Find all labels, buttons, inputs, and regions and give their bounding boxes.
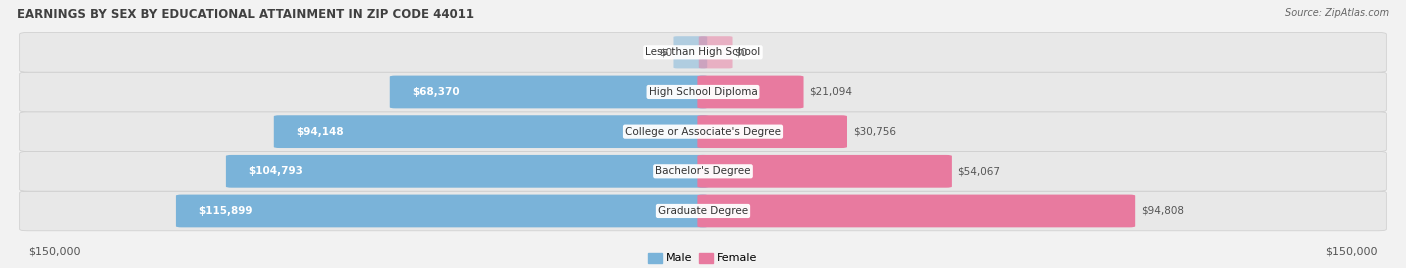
FancyBboxPatch shape (697, 115, 846, 148)
Text: $150,000: $150,000 (1326, 247, 1378, 257)
Text: $30,756: $30,756 (852, 127, 896, 137)
Text: $104,793: $104,793 (249, 166, 304, 176)
Text: $115,899: $115,899 (198, 206, 253, 216)
Legend: Male, Female: Male, Female (644, 248, 762, 268)
FancyBboxPatch shape (20, 191, 1386, 231)
FancyBboxPatch shape (226, 155, 709, 188)
FancyBboxPatch shape (697, 155, 952, 188)
Text: $0: $0 (734, 47, 747, 57)
Text: High School Diploma: High School Diploma (648, 87, 758, 97)
Text: $94,148: $94,148 (297, 127, 344, 137)
Text: $150,000: $150,000 (28, 247, 80, 257)
FancyBboxPatch shape (20, 112, 1386, 151)
FancyBboxPatch shape (274, 115, 709, 148)
Text: Bachelor's Degree: Bachelor's Degree (655, 166, 751, 176)
FancyBboxPatch shape (389, 76, 709, 108)
FancyBboxPatch shape (699, 36, 733, 68)
FancyBboxPatch shape (20, 151, 1386, 191)
FancyBboxPatch shape (20, 32, 1386, 72)
Text: $94,808: $94,808 (1140, 206, 1184, 216)
Text: Graduate Degree: Graduate Degree (658, 206, 748, 216)
Text: $21,094: $21,094 (810, 87, 852, 97)
Text: Source: ZipAtlas.com: Source: ZipAtlas.com (1285, 8, 1389, 18)
Text: $54,067: $54,067 (957, 166, 1001, 176)
Text: $0: $0 (659, 47, 672, 57)
FancyBboxPatch shape (176, 195, 709, 227)
FancyBboxPatch shape (697, 195, 1135, 227)
FancyBboxPatch shape (673, 36, 707, 68)
FancyBboxPatch shape (20, 72, 1386, 112)
Text: $68,370: $68,370 (412, 87, 460, 97)
FancyBboxPatch shape (697, 76, 804, 108)
Text: Less than High School: Less than High School (645, 47, 761, 57)
Text: College or Associate's Degree: College or Associate's Degree (626, 127, 780, 137)
Text: EARNINGS BY SEX BY EDUCATIONAL ATTAINMENT IN ZIP CODE 44011: EARNINGS BY SEX BY EDUCATIONAL ATTAINMEN… (17, 8, 474, 21)
